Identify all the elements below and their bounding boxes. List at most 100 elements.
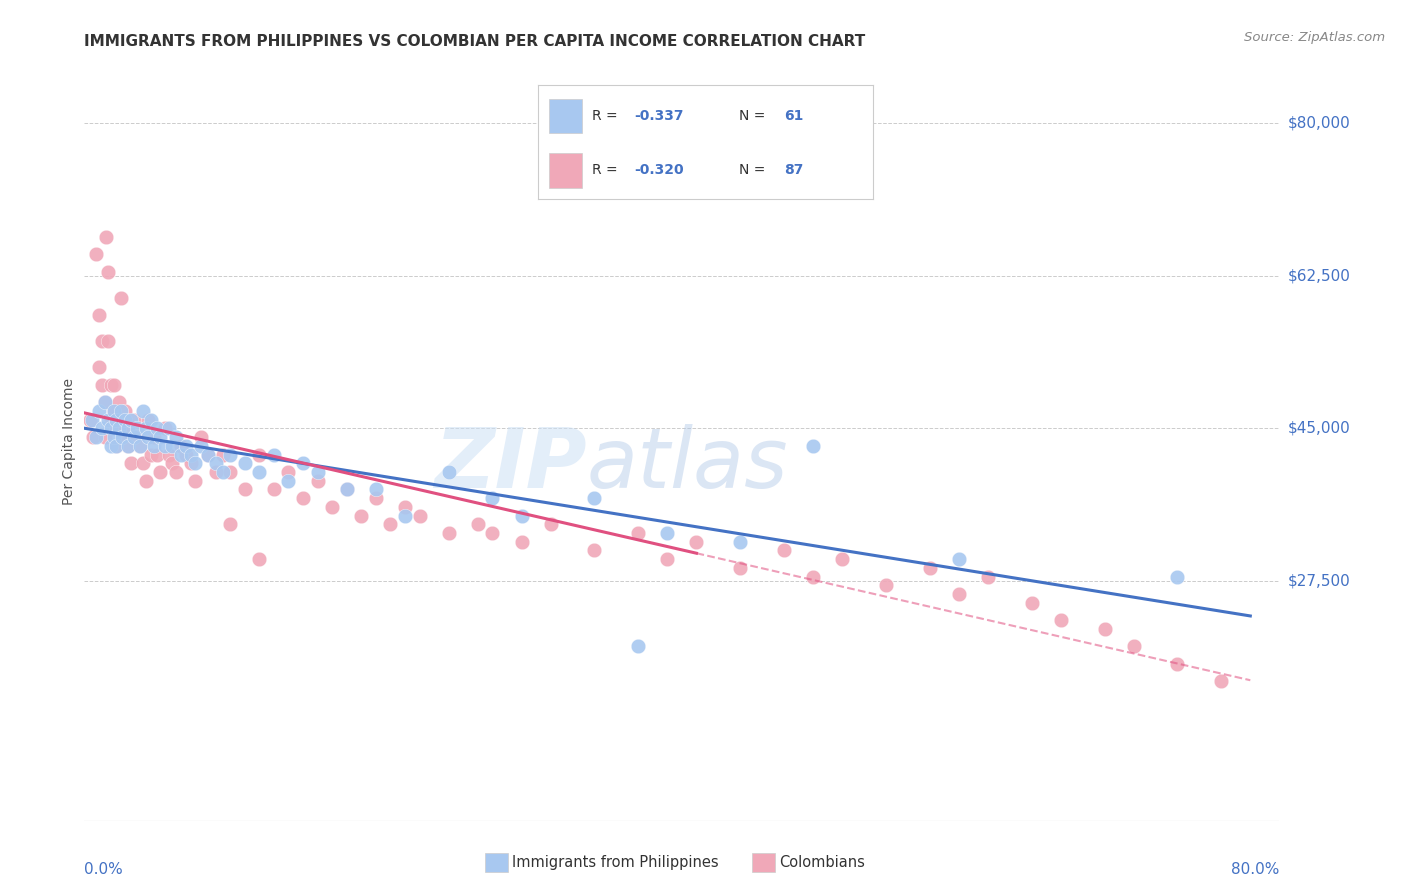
Point xyxy=(105,439,128,453)
Point xyxy=(307,465,329,479)
Point xyxy=(105,439,128,453)
Point xyxy=(122,413,145,427)
Point xyxy=(120,456,142,470)
Point xyxy=(108,421,131,435)
Point xyxy=(125,421,148,435)
Point xyxy=(128,439,150,453)
Point xyxy=(103,404,125,418)
Point xyxy=(263,483,285,497)
Point xyxy=(184,456,207,470)
Point xyxy=(233,483,256,497)
Point xyxy=(96,229,118,244)
Point xyxy=(685,534,707,549)
Point xyxy=(510,534,533,549)
Point xyxy=(94,395,117,409)
Point xyxy=(100,439,122,453)
Point xyxy=(103,430,125,444)
Point xyxy=(157,448,180,462)
Point xyxy=(190,430,212,444)
Point xyxy=(247,465,270,479)
Point xyxy=(728,534,751,549)
Text: $80,000: $80,000 xyxy=(1288,116,1351,131)
Point xyxy=(219,517,242,532)
Point xyxy=(364,491,387,506)
Point xyxy=(180,456,202,470)
Point xyxy=(176,439,198,453)
Point xyxy=(143,430,166,444)
Point xyxy=(176,448,198,462)
Point xyxy=(190,439,212,453)
Point xyxy=(219,465,242,479)
Point xyxy=(110,413,132,427)
Point xyxy=(380,517,402,532)
Point xyxy=(1166,569,1188,583)
Point xyxy=(321,500,343,514)
Point xyxy=(90,421,112,435)
Point xyxy=(141,448,163,462)
Point xyxy=(291,456,314,470)
Point xyxy=(184,474,207,488)
Point xyxy=(131,404,153,418)
Point xyxy=(117,421,139,435)
Point xyxy=(111,430,134,444)
Text: 80.0%: 80.0% xyxy=(1232,863,1279,878)
Text: ZIP: ZIP xyxy=(433,424,586,505)
Point xyxy=(247,448,270,462)
Point xyxy=(169,439,191,453)
Point xyxy=(117,421,139,435)
Point xyxy=(117,439,139,453)
Point xyxy=(657,552,679,566)
Point xyxy=(408,508,430,523)
Point xyxy=(135,421,157,435)
Text: Source: ZipAtlas.com: Source: ZipAtlas.com xyxy=(1244,31,1385,45)
Point xyxy=(157,421,180,435)
Point xyxy=(728,561,751,575)
Point xyxy=(211,448,233,462)
Point xyxy=(100,421,122,435)
Point xyxy=(1122,640,1144,654)
Point xyxy=(875,578,897,592)
Point xyxy=(108,395,131,409)
Point xyxy=(948,587,970,601)
Point xyxy=(125,430,148,444)
Point xyxy=(138,430,160,444)
Point xyxy=(583,491,606,506)
Point xyxy=(97,334,120,349)
Point xyxy=(583,543,606,558)
Point xyxy=(197,448,219,462)
Point xyxy=(105,413,128,427)
Point xyxy=(1050,613,1073,627)
Point xyxy=(801,569,824,583)
Point xyxy=(160,456,183,470)
Point xyxy=(103,377,125,392)
Text: atlas: atlas xyxy=(586,424,787,505)
Point xyxy=(801,439,824,453)
Point xyxy=(160,439,183,453)
Point xyxy=(94,395,117,409)
Point xyxy=(114,404,136,418)
Point xyxy=(263,448,285,462)
Point xyxy=(540,517,562,532)
Point xyxy=(773,543,796,558)
Point xyxy=(90,334,112,349)
Point xyxy=(627,526,650,541)
Point xyxy=(149,430,172,444)
Point xyxy=(394,508,416,523)
Point xyxy=(149,465,172,479)
Point xyxy=(180,448,202,462)
Point xyxy=(510,508,533,523)
Point xyxy=(114,413,136,427)
Text: Immigrants from Philippines: Immigrants from Philippines xyxy=(512,855,718,870)
Point xyxy=(364,483,387,497)
Point xyxy=(437,526,460,541)
Point xyxy=(233,456,256,470)
Point xyxy=(481,526,503,541)
Point xyxy=(948,552,970,566)
Point xyxy=(90,377,112,392)
Text: $45,000: $45,000 xyxy=(1288,421,1351,436)
Point xyxy=(87,308,110,322)
Point xyxy=(165,465,187,479)
Text: 0.0%: 0.0% xyxy=(84,863,124,878)
Point xyxy=(84,247,107,261)
Point xyxy=(437,465,460,479)
